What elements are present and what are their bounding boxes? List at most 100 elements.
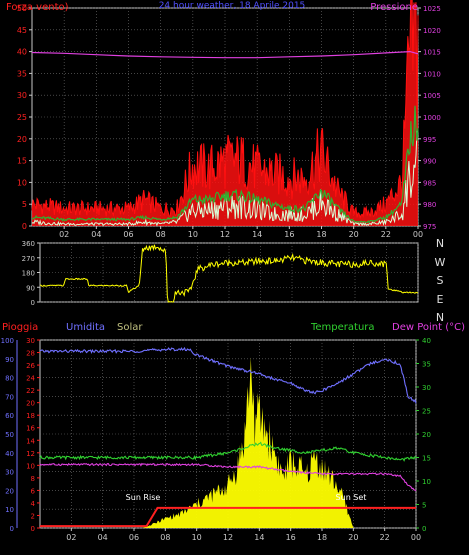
tick-label-humidity: 100 <box>1 337 14 345</box>
dewpoint-legend-label: Dew Point (°C) <box>392 322 465 333</box>
rain-line <box>40 506 416 528</box>
tick-label-humidity: 0 <box>10 525 14 533</box>
tick-label-temperature: 0 <box>422 525 426 533</box>
wind-pressure-panel: 0510152025303540455097598098599099510001… <box>6 0 441 239</box>
tick-label-rain: 6 <box>31 487 36 495</box>
tick-label-time: 22 <box>380 533 390 542</box>
tick-label-rain: 2 <box>31 512 35 520</box>
tick-label-pressure: 1015 <box>423 49 441 57</box>
tick-label-pressure: 1025 <box>423 5 441 13</box>
tick-label-humidity: 40 <box>5 450 14 458</box>
tick-label-temperature: 30 <box>422 384 431 392</box>
tick-label-time: 16 <box>286 533 296 542</box>
solar-area <box>40 357 416 528</box>
rain-axis-label: Pioggia <box>2 322 38 333</box>
tick-label-wind: 15 <box>17 157 27 166</box>
tick-label-wind: 45 <box>17 26 27 35</box>
tick-label-pressure: 985 <box>423 179 436 187</box>
humidity-line <box>39 346 417 404</box>
compass-label: S <box>437 274 444 287</box>
tick-label-time: 04 <box>98 533 108 542</box>
wind-avg-line <box>31 105 419 224</box>
tick-label-wind: 0 <box>22 222 27 231</box>
tick-label-wind: 25 <box>17 113 27 122</box>
tick-label-pressure: 1010 <box>423 70 441 78</box>
tick-label-wind: 40 <box>17 48 27 57</box>
tick-label-time: 12 <box>220 230 230 239</box>
tick-label-temperature: 40 <box>422 337 431 345</box>
compass-label: E <box>437 293 444 306</box>
tick-label-pressure: 1020 <box>423 27 441 35</box>
tick-label-time: 20 <box>349 230 359 239</box>
tick-label-direction: 360 <box>22 240 35 248</box>
tick-label-time: 04 <box>91 230 101 239</box>
tick-label-time: 20 <box>348 533 358 542</box>
tick-label-wind: 10 <box>17 178 27 187</box>
tick-label-temperature: 35 <box>422 361 431 369</box>
dewpoint-line <box>39 462 417 492</box>
tick-label-rain: 28 <box>26 350 35 358</box>
tick-label-time: 18 <box>317 533 327 542</box>
tick-label-time: 10 <box>192 533 202 542</box>
tick-label-rain: 14 <box>26 437 35 445</box>
tick-label-pressure: 1005 <box>423 92 441 100</box>
wind-direction-line <box>39 244 419 303</box>
pressure-axis-label: Pressione <box>370 2 418 13</box>
tick-label-wind: 35 <box>17 69 27 78</box>
compass-label: W <box>435 256 446 269</box>
tick-label-rain: 26 <box>26 362 35 370</box>
tick-label-rain: 22 <box>26 387 35 395</box>
tick-label-time: 02 <box>66 533 76 542</box>
tick-label-humidity: 10 <box>5 506 14 514</box>
tick-label-time: 18 <box>316 230 326 239</box>
tick-label-wind: 20 <box>17 135 27 144</box>
tick-label-time: 14 <box>252 230 262 239</box>
tick-label-time: 14 <box>254 533 264 542</box>
tick-label-humidity: 60 <box>5 412 14 420</box>
temperature-legend-label: Temperatura <box>310 322 375 333</box>
wind-gust-line <box>31 0 419 220</box>
tick-label-rain: 30 <box>26 337 35 345</box>
wind-gust-area <box>32 0 418 226</box>
tick-label-pressure: 980 <box>423 201 436 209</box>
tick-label-wind: 5 <box>22 200 27 209</box>
tick-label-humidity: 90 <box>5 356 14 364</box>
tick-label-temperature: 25 <box>422 408 431 416</box>
tick-label-humidity: 80 <box>5 375 14 383</box>
tick-label-temperature: 5 <box>422 502 426 510</box>
tick-label-rain: 12 <box>26 450 35 458</box>
tick-label-temperature: 15 <box>422 455 431 463</box>
sunset-label: Sun Set <box>336 493 367 502</box>
tick-label-direction: 270 <box>22 255 35 263</box>
tick-label-humidity: 50 <box>5 431 14 439</box>
tick-label-direction: 90 <box>26 284 35 292</box>
solar-legend-label: Solar <box>117 322 143 333</box>
tick-label-time: 06 <box>129 533 139 542</box>
tick-label-time: 00 <box>411 533 421 542</box>
compass-label: N <box>436 237 444 250</box>
rain-humidity-temp-panel: 0102030405060708090100024681012141618202… <box>1 322 465 542</box>
tick-label-rain: 4 <box>31 500 36 508</box>
humidity-legend-label: Umidita <box>66 322 105 333</box>
tick-label-temperature: 10 <box>422 478 431 486</box>
tick-label-pressure: 990 <box>423 158 436 166</box>
tick-label-temperature: 20 <box>422 431 431 439</box>
tick-label-direction: 180 <box>22 270 35 278</box>
sunrise-label: Sun Rise <box>126 493 161 502</box>
tick-label-humidity: 70 <box>5 393 14 401</box>
tick-label-time: 16 <box>284 230 294 239</box>
tick-label-time: 22 <box>381 230 391 239</box>
tick-label-time: 02 <box>59 230 69 239</box>
tick-label-rain: 0 <box>31 525 35 533</box>
tick-label-pressure: 995 <box>423 136 436 144</box>
tick-label-pressure: 975 <box>423 223 436 231</box>
tick-label-time: 08 <box>156 230 166 239</box>
tick-label-rain: 16 <box>26 425 35 433</box>
tick-label-rain: 18 <box>26 412 35 420</box>
temperature-line <box>39 441 417 462</box>
tick-label-humidity: 30 <box>5 469 14 477</box>
tick-label-wind: 30 <box>17 91 27 100</box>
